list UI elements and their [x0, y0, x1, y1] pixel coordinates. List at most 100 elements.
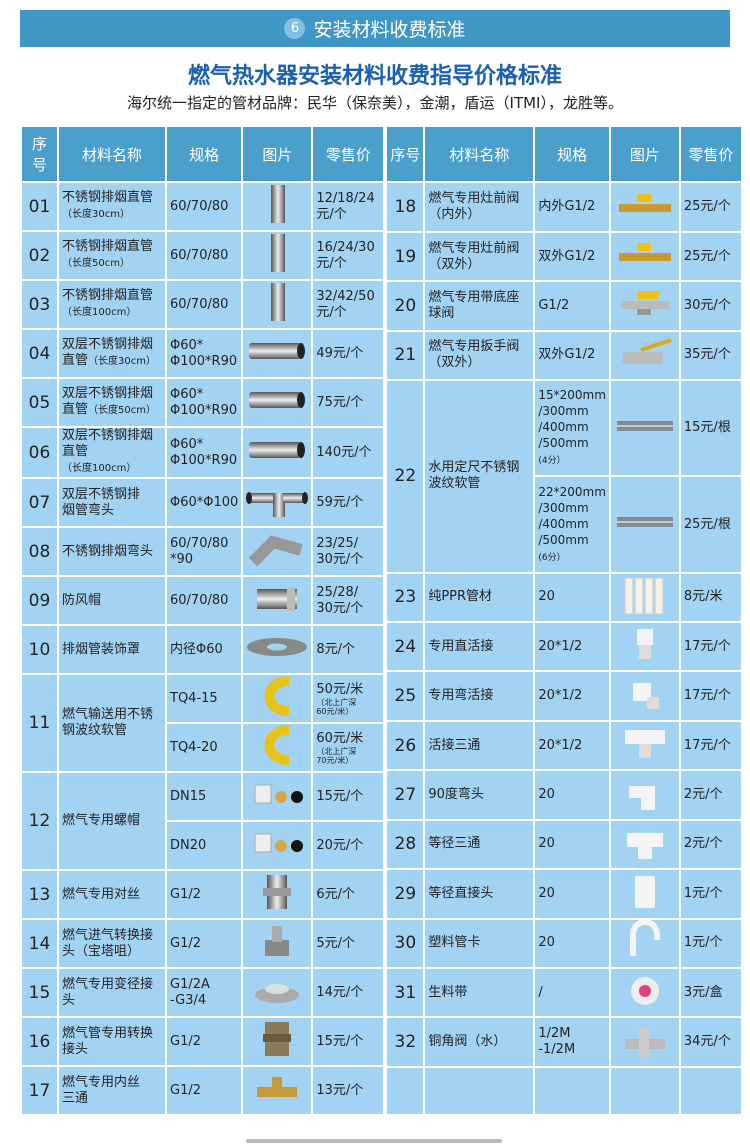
item-price: 60元/米 （北上广深 70元/米） [311, 722, 386, 773]
item-picture [241, 181, 314, 232]
item-number: 01 [20, 181, 59, 232]
item-spec: 60/70/80 [164, 181, 244, 232]
table-row: 28 等径三通 20 2元/个 [385, 818, 743, 871]
table-row: 14 燃气进气转换接 头（宝塔咀） G1/2 5元/个 [20, 918, 386, 969]
item-price: 13元/个 [311, 1065, 386, 1116]
item-picture [241, 918, 314, 969]
elbow-double-icon [246, 492, 309, 517]
item-number: 11 [20, 673, 59, 773]
item-spec: 20 [533, 769, 611, 821]
item-number: 29 [385, 868, 426, 920]
adapter-icon [263, 1022, 292, 1056]
item-number [385, 1065, 426, 1117]
item-spec: 双外G1/2 [533, 230, 611, 283]
item-number: 02 [20, 230, 59, 281]
item-name: 活接三通 [423, 719, 536, 772]
item-name: 燃气输送用不锈 钢波纹软管 [57, 673, 167, 773]
ppr-union-icon [636, 629, 653, 660]
price-table-right: 序号 材料名称 规格 图片 零售价 18 燃气专用灶前阀 （内外） 内外G1/2 25元/个 19 燃… [385, 124, 743, 1117]
item-picture [608, 670, 681, 722]
pipe-vertical-icon [271, 234, 286, 272]
item-spec: DN20 [164, 820, 244, 871]
item-picture [241, 477, 314, 528]
item-price: 25元/个 [678, 181, 743, 233]
item-number: 30 [385, 917, 426, 969]
item-picture [608, 719, 681, 772]
item-name: 专用直活接 [423, 621, 536, 673]
item-spec: 20 [533, 818, 611, 871]
item-picture [241, 624, 314, 675]
item-picture [608, 280, 681, 332]
column-header: 图片 [241, 125, 314, 183]
item-number: 23 [385, 571, 426, 624]
item-name-text: 燃气专用带底座 球阀 [428, 290, 520, 322]
nipple-icon [263, 875, 292, 909]
item-picture [241, 575, 314, 626]
item-number: 19 [385, 230, 426, 283]
scrollbar[interactable] [246, 1139, 502, 1143]
column-header: 材料名称 [423, 124, 536, 184]
item-name: 专用弯活接 [423, 670, 536, 722]
item-number: 28 [385, 818, 426, 871]
item-number: 15 [20, 967, 59, 1018]
wind-cap-icon [257, 587, 298, 611]
item-name-text: 不锈钢排烟直管 [62, 288, 154, 303]
item-picture [608, 1016, 681, 1068]
item-name: 燃气管专用转换 接头 [57, 1016, 167, 1067]
pipe-horizontal-icon [249, 392, 306, 408]
table-row: 24 专用直活接 20*1/2 17元/个 [385, 621, 743, 673]
base-valve-icon [620, 290, 669, 315]
item-name: 不锈钢排烟弯头 [57, 526, 167, 577]
table-row: 23 纯PPR管材 20 8元/米 [385, 571, 743, 624]
table-row: 02 不锈钢排烟直管 （长度50cm） 60/70/80 16/24/30 元/个 [20, 230, 386, 281]
item-spec: 60/70/80 [164, 230, 244, 281]
elbow-icon [249, 535, 303, 567]
table-row [385, 1065, 743, 1117]
item-name-text: 燃气专用对丝 [62, 886, 141, 902]
ppr-pipes-icon [624, 577, 664, 615]
item-spec: TQ4-20 [164, 722, 244, 773]
section-banner: 6 安装材料收费标准 [20, 10, 730, 47]
item-name-text: 双层不锈钢排烟 直管 [62, 386, 154, 417]
item-spec: G1/2 [164, 1065, 244, 1116]
item-name-text: 等径三通 [428, 836, 481, 852]
pipe-clip-icon [629, 920, 660, 956]
item-number: 21 [385, 329, 426, 382]
ppr-elbow-icon [628, 785, 655, 810]
item-picture [608, 571, 681, 624]
item-name: 90度弯头 [423, 769, 536, 821]
item-spec: 20*1/2 [533, 670, 611, 722]
table-row: 04 双层不锈钢排烟 直管（长度30cm） Φ60* Φ100*R90 49元/个 [20, 328, 386, 379]
item-price: 15元/根 [678, 379, 743, 478]
nut-set-icon [254, 833, 304, 853]
reducer-icon [255, 984, 300, 1003]
table-row: 27 90度弯头 20 2元/个 [385, 769, 743, 821]
item-spec: Φ60* Φ100*R90 [164, 426, 244, 479]
item-number: 09 [20, 575, 59, 626]
item-name: 燃气专用灶前阀 （内外） [423, 181, 536, 233]
ball-valve-icon [622, 338, 672, 364]
price-note: （北上广深 70元/米） [316, 746, 357, 765]
table-row: 19 燃气专用灶前阀 （双外） 双外G1/2 25元/个 [385, 230, 743, 283]
item-price: 75元/个 [311, 377, 386, 428]
column-header: 序号 [385, 124, 426, 184]
item-number: 13 [20, 869, 59, 920]
table-row: 30 塑料管卡 20 1元/个 [385, 917, 743, 969]
item-number: 31 [385, 966, 426, 1019]
table-row: 22 水用定尺不锈钢 波纹软管 15*200mm/300mm/400mm/500mm(… [385, 379, 743, 574]
item-name-text: 防风帽 [62, 592, 102, 608]
item-spec: 20 [533, 917, 611, 969]
item-spec: 20*1/2 [533, 621, 611, 673]
table-row: DN20 20元/个 [21, 820, 386, 871]
item-spec [533, 1065, 611, 1117]
item-name: 防风帽 [57, 575, 167, 626]
item-picture [241, 328, 314, 379]
item-spec: 60/70/80 *90 [164, 526, 244, 577]
item-picture [241, 1016, 314, 1067]
spec-note: (4分） [538, 456, 566, 467]
item-picture [608, 917, 681, 969]
item-name: 不锈钢排烟直管 （长度100cm） [57, 279, 167, 330]
item-name-text: 燃气管专用转换 接头 [62, 1025, 154, 1057]
item-name-text: 燃气进气转换接 头（宝塔咀） [62, 927, 154, 959]
item-price: 15元/个 [311, 771, 386, 822]
